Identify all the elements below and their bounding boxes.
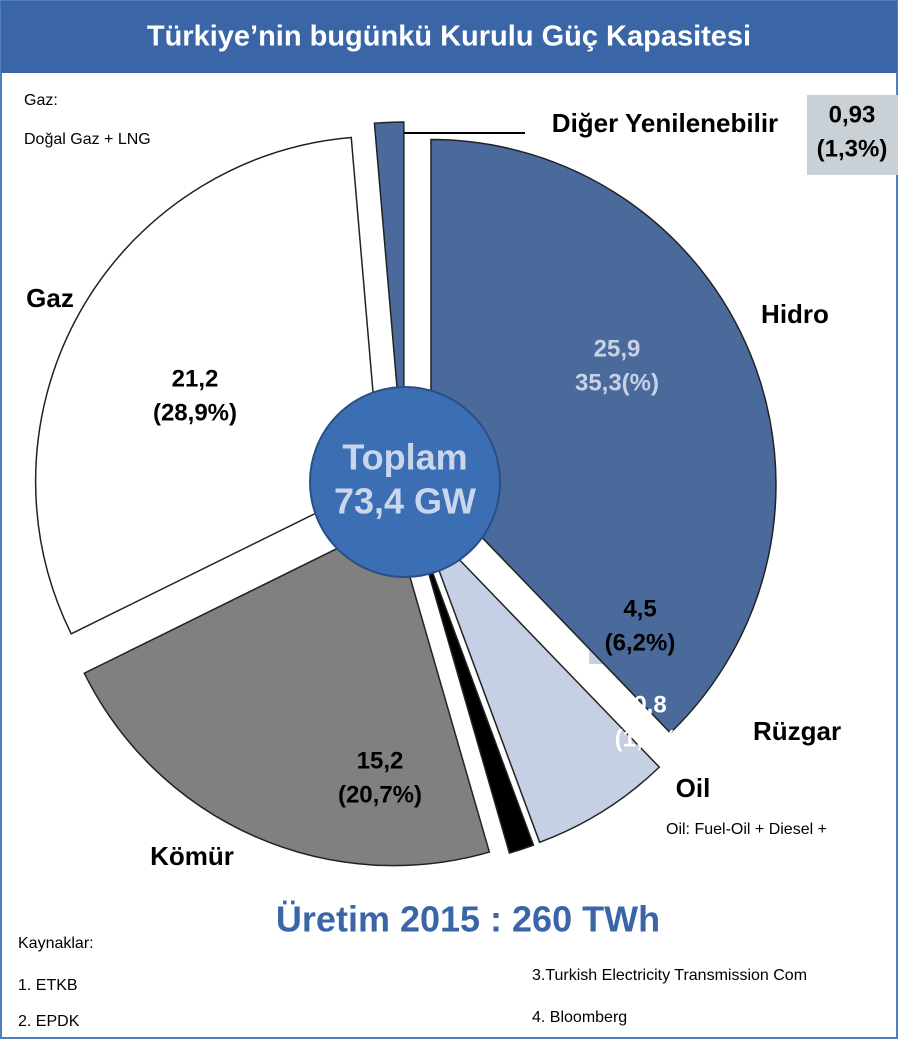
label-box xyxy=(807,95,898,175)
source: 3.Turkish Electricity Transmission Com xyxy=(532,967,807,984)
sources-title: Kaynaklar: xyxy=(18,935,94,952)
note: Oil: Fuel-Oil + Diesel + xyxy=(666,821,827,838)
source: 2. EPDK xyxy=(18,1013,80,1030)
center-circle xyxy=(309,386,501,578)
slice-name: Hidro xyxy=(761,299,829,329)
pie-slice xyxy=(34,136,382,635)
percent-label: (1,2%) xyxy=(615,725,686,752)
chart-title: Türkiye’nin bugünkü Kurulu Güç Kapasites… xyxy=(147,21,751,53)
title-bar xyxy=(1,1,897,73)
value-label: 25,9 xyxy=(594,335,641,362)
slice-name: Kömür xyxy=(150,841,234,871)
value-label: 15,2 xyxy=(357,747,404,774)
note: Doğal Gaz + LNG xyxy=(24,131,151,148)
percent-label: 35,3(%) xyxy=(575,369,659,396)
percent-label: (6,2%) xyxy=(605,629,676,656)
value-label: 0,93 xyxy=(829,101,876,128)
source: 1. ETKB xyxy=(18,977,78,994)
center-label: Toplam xyxy=(342,437,467,478)
value-label: 4,5 xyxy=(623,595,656,622)
percent-label: (28,9%) xyxy=(153,399,237,426)
value-label: 21,2 xyxy=(172,365,219,392)
note: Gaz: xyxy=(24,92,58,109)
pie-slice xyxy=(430,138,777,734)
slice-name: Rüzgar xyxy=(753,716,841,746)
center-label: 73,4 GW xyxy=(334,481,476,522)
pie-slice xyxy=(83,519,491,867)
slice-name: Oil xyxy=(676,773,711,803)
pie-slice xyxy=(413,521,535,854)
slice-name: Gaz xyxy=(26,283,74,313)
source: 4. Bloomberg xyxy=(532,1009,627,1026)
percent-label: (1,3%) xyxy=(817,135,888,162)
value-label: 0,8 xyxy=(633,691,666,718)
slice-name: Diğer Yenilenebilir xyxy=(552,108,778,138)
percent-label: (20,7%) xyxy=(338,781,422,808)
pie-slice xyxy=(419,518,661,844)
subtitle: Üretim 2015 : 260 TWh xyxy=(276,899,660,940)
pie-slice xyxy=(373,121,405,468)
